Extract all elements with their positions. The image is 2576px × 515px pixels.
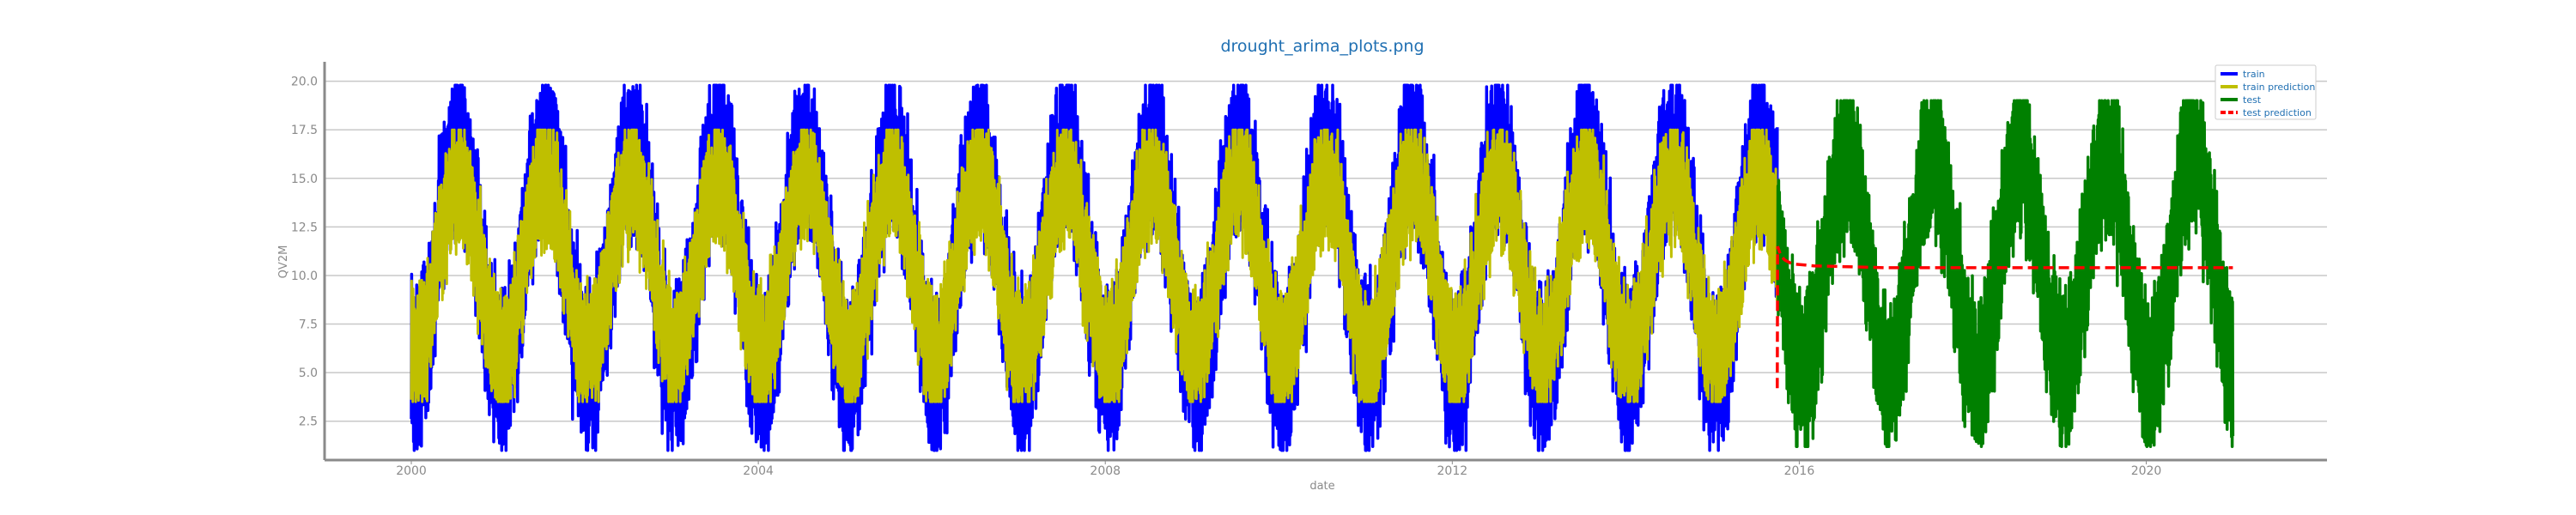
legend-label: test — [2243, 94, 2262, 106]
y-tick-label: 2.5 — [299, 415, 318, 429]
x-tick-labels: 2000 2004 2008 2012 2016 2020 — [396, 460, 2161, 478]
x-tick-label: 2004 — [743, 464, 774, 478]
y-tick-label: 10.0 — [291, 270, 318, 283]
y-tick-label: 7.5 — [299, 318, 318, 332]
y-tick-label: 5.0 — [299, 367, 318, 380]
x-tick-label: 2016 — [1784, 464, 1815, 478]
x-tick-label: 2008 — [1090, 464, 1121, 478]
series-line-test — [1776, 99, 2235, 448]
series-layer — [410, 83, 2235, 452]
y-axis-label: QV2M — [277, 245, 290, 279]
legend-box — [2215, 64, 2317, 120]
y-tick-label: 12.5 — [291, 221, 318, 234]
x-axis-label: date — [1309, 480, 1334, 493]
series-line-test-prediction — [1776, 245, 2233, 389]
legend-label: train prediction — [2243, 82, 2315, 93]
y-tick-label: 15.0 — [291, 173, 318, 186]
y-tick-label: 17.5 — [291, 124, 318, 137]
y-tick-labels: 2.5 5.0 7.5 10.0 12.5 15.0 17.5 20.0 — [291, 76, 318, 429]
axes — [323, 62, 2327, 462]
legend-label: test prediction — [2243, 107, 2312, 118]
x-tick-label: 2020 — [2131, 464, 2162, 478]
y-tick-label: 20.0 — [291, 76, 318, 89]
x-tick-label: 2000 — [396, 464, 427, 478]
x-tick-label: 2012 — [1437, 464, 1468, 478]
legend-label: train — [2243, 69, 2265, 80]
chart-title: drought_arima_plots.png — [1220, 37, 1424, 56]
series-line-train-prediction — [410, 128, 1779, 403]
